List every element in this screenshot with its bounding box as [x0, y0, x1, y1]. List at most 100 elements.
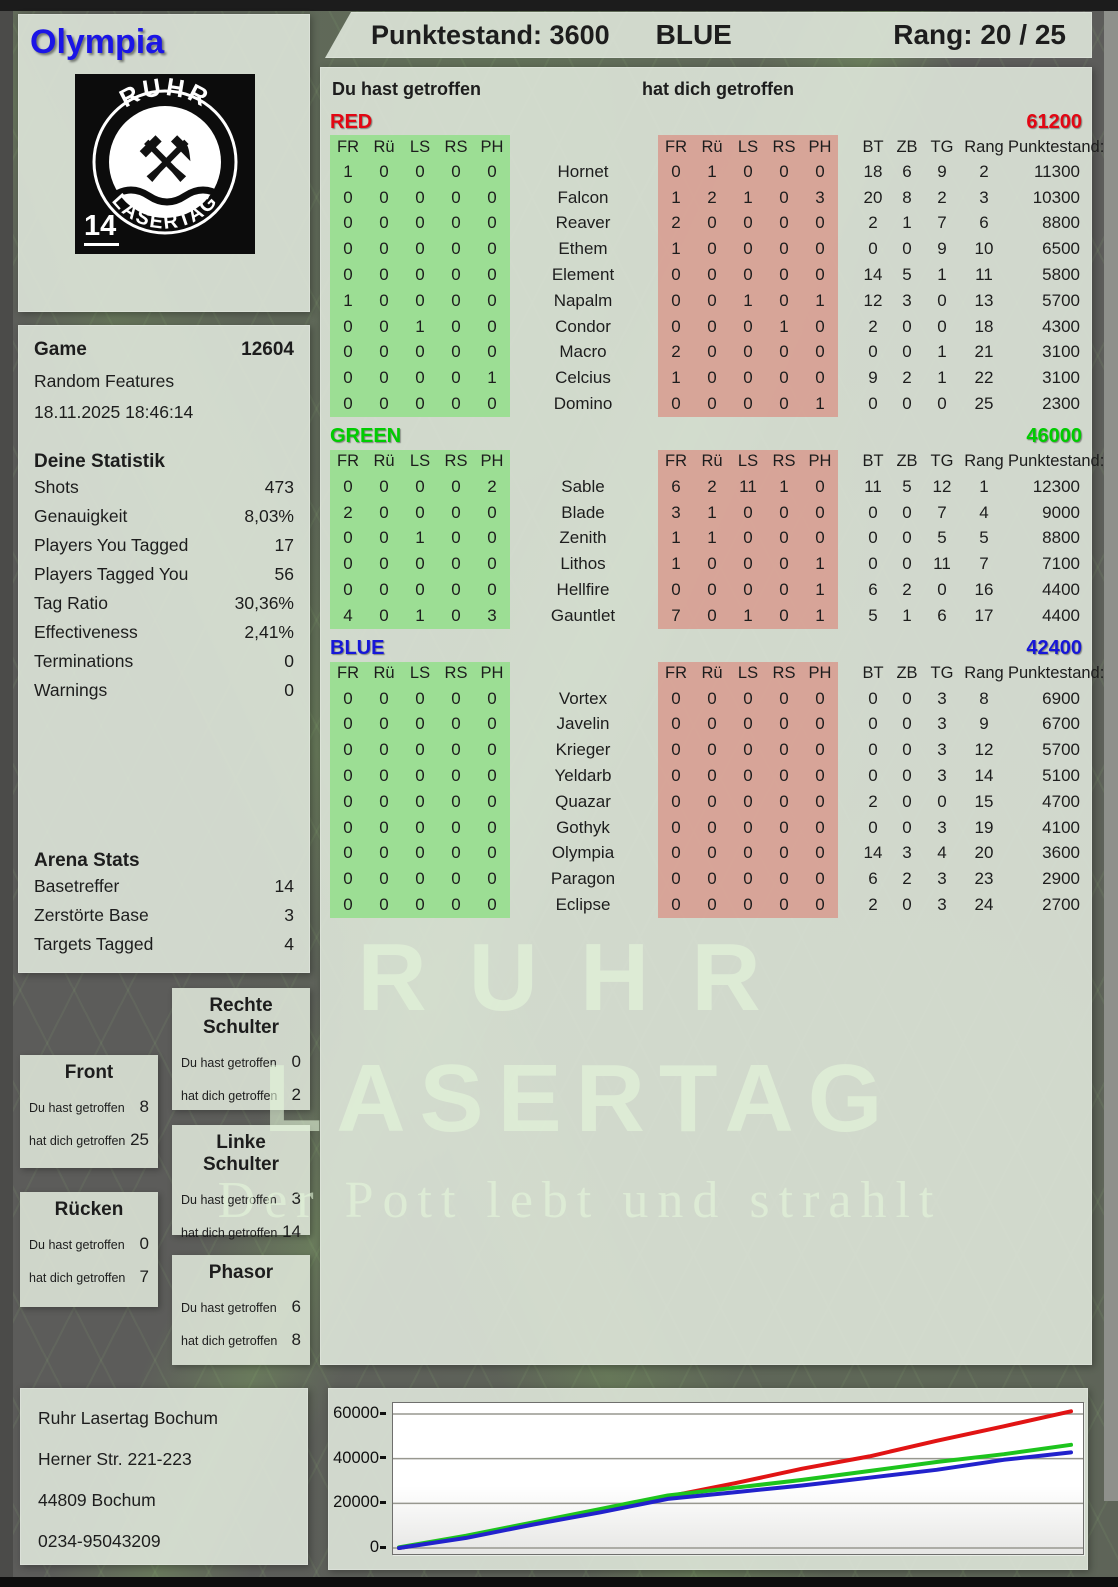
y-axis-label: 40000: [328, 1448, 386, 1468]
by-cell: 0: [802, 339, 838, 366]
spacer: [510, 526, 518, 552]
hit-value: 8: [139, 1097, 149, 1116]
team-total: 61200: [1026, 110, 1082, 133]
hit-cell: 1: [330, 287, 366, 314]
hit-cell: 0: [366, 499, 402, 526]
spacer: [838, 500, 856, 526]
by-header-label: hat dich getroffen: [642, 79, 794, 99]
by-cell: 0: [766, 814, 802, 841]
col-header-hit: PH: [474, 661, 510, 686]
by-label: hat dich getroffen: [181, 1089, 278, 1103]
by-cell: 0: [730, 339, 766, 366]
player-name: Hornet: [557, 161, 609, 181]
hit-cell: 0: [330, 788, 366, 815]
player-name: Celcius: [555, 368, 611, 388]
punktestand-cell: 3100: [1042, 368, 1080, 388]
player-name: Falcon: [557, 187, 609, 207]
crossed-hammers-icon: ⚒ RUHR LASERTAG: [75, 73, 255, 254]
spacer: [838, 737, 856, 763]
zb-cell: 5: [902, 476, 912, 496]
hit-cell: 1: [474, 365, 510, 392]
spacer: [838, 211, 856, 237]
by-cell: 0: [694, 262, 730, 288]
hitzone-title: Front: [64, 1062, 114, 1083]
spacer: [838, 262, 856, 288]
y-axis-label: 0: [328, 1537, 386, 1557]
by-label: hat dich getroffen: [29, 1134, 126, 1148]
col-header-hit: PH: [474, 135, 510, 159]
rang-cell: 10: [974, 239, 994, 259]
bt-cell: 2: [868, 791, 878, 811]
hit-cell: 0: [402, 892, 438, 918]
spacer: [510, 789, 518, 815]
hit-cell: 0: [438, 159, 474, 185]
hitzone-title: Rechte Schulter: [202, 995, 280, 1038]
punktestand-cell: 3600: [1042, 843, 1080, 863]
by-cell: 0: [802, 159, 838, 185]
game-number: 12604: [241, 339, 294, 360]
rang-cell: 1: [979, 476, 989, 496]
player-row: 0 0 0 0 0 Krieger 0 0 0 0 0 0 0 3 12 5700: [330, 737, 1082, 764]
hitzone-hit-row: Du hast getroffen 8: [29, 1097, 149, 1117]
spacer: [510, 500, 518, 526]
player-name: Blade: [561, 502, 605, 522]
hit-cell: 1: [402, 313, 438, 340]
by-cell: 0: [730, 685, 766, 712]
hit-cell: 0: [438, 788, 474, 815]
hitzone-hit-row: Du hast getroffen 3: [181, 1189, 301, 1209]
punktestand-cell: 4100: [1042, 817, 1080, 837]
by-cell: 0: [730, 313, 766, 340]
col-header-rang: Rang: [964, 452, 1004, 471]
col-header-by: Rü: [694, 449, 730, 474]
arena-stat-value: 4: [284, 934, 294, 954]
col-header-hit: FR: [330, 661, 366, 686]
hit-cell: 0: [366, 262, 402, 288]
spacer: [838, 662, 856, 686]
punktestand-cell: 10300: [1032, 187, 1080, 207]
spacer: [510, 603, 518, 629]
player-row: 0 0 0 0 0 Element 0 0 0 0 0 14 5 1 11 5800: [330, 262, 1082, 288]
y-axis-label: 60000: [328, 1403, 386, 1423]
player-name: Zenith: [559, 528, 607, 548]
tg-cell: 3: [937, 869, 947, 889]
hit-cell: 0: [330, 685, 366, 712]
zb-cell: 3: [902, 290, 912, 310]
bt-cell: 5: [868, 605, 878, 625]
rang-cell: 13: [974, 290, 994, 310]
punktestand-cell: 8800: [1042, 213, 1080, 233]
rang-cell: 19: [974, 817, 994, 837]
by-cell: 0: [766, 210, 802, 237]
punktestand-cell: 4300: [1042, 316, 1080, 336]
tg-cell: 1: [937, 368, 947, 388]
hit-cell: 0: [366, 339, 402, 366]
stat-label: Effectiveness: [34, 622, 138, 642]
hit-cell: 0: [366, 711, 402, 738]
game-label: Game: [34, 339, 87, 360]
hit-cell: 0: [438, 339, 474, 366]
player-row: 0 0 0 0 0 Macro 2 0 0 0 0 0 0 1 21 3100: [330, 339, 1082, 366]
spacer: [510, 686, 518, 712]
rang-cell: 14: [974, 766, 994, 786]
spacer: [838, 892, 856, 918]
hit-cell: 0: [474, 763, 510, 789]
team-name: RED: [330, 110, 373, 133]
hit-cell: 0: [402, 499, 438, 526]
y-axis-tick: [380, 1456, 386, 1460]
team-total: 46000: [1026, 425, 1082, 448]
hit-cell: 0: [402, 184, 438, 211]
address-panel: Ruhr Lasertag Bochum Herner Str. 221-223…: [20, 1388, 308, 1565]
spacer: [648, 686, 658, 712]
by-cell: 0: [658, 159, 694, 185]
by-cell: 0: [694, 236, 730, 263]
hit-cell: 0: [474, 711, 510, 738]
hit-value: 0: [139, 1234, 149, 1253]
hit-cell: 0: [402, 339, 438, 366]
bt-cell: 12: [863, 290, 883, 310]
team-section-red: RED 61200 FR Rü LS RS PH FR Rü LS RS PH BT ZB TG Rang Pu…: [330, 109, 1104, 417]
by-cell: 0: [802, 711, 838, 738]
spacer: [648, 815, 658, 841]
spacer: [510, 135, 518, 159]
col-header-by: Rü: [694, 135, 730, 159]
hit-value: 3: [291, 1189, 301, 1208]
hit-cell: 0: [366, 365, 402, 392]
